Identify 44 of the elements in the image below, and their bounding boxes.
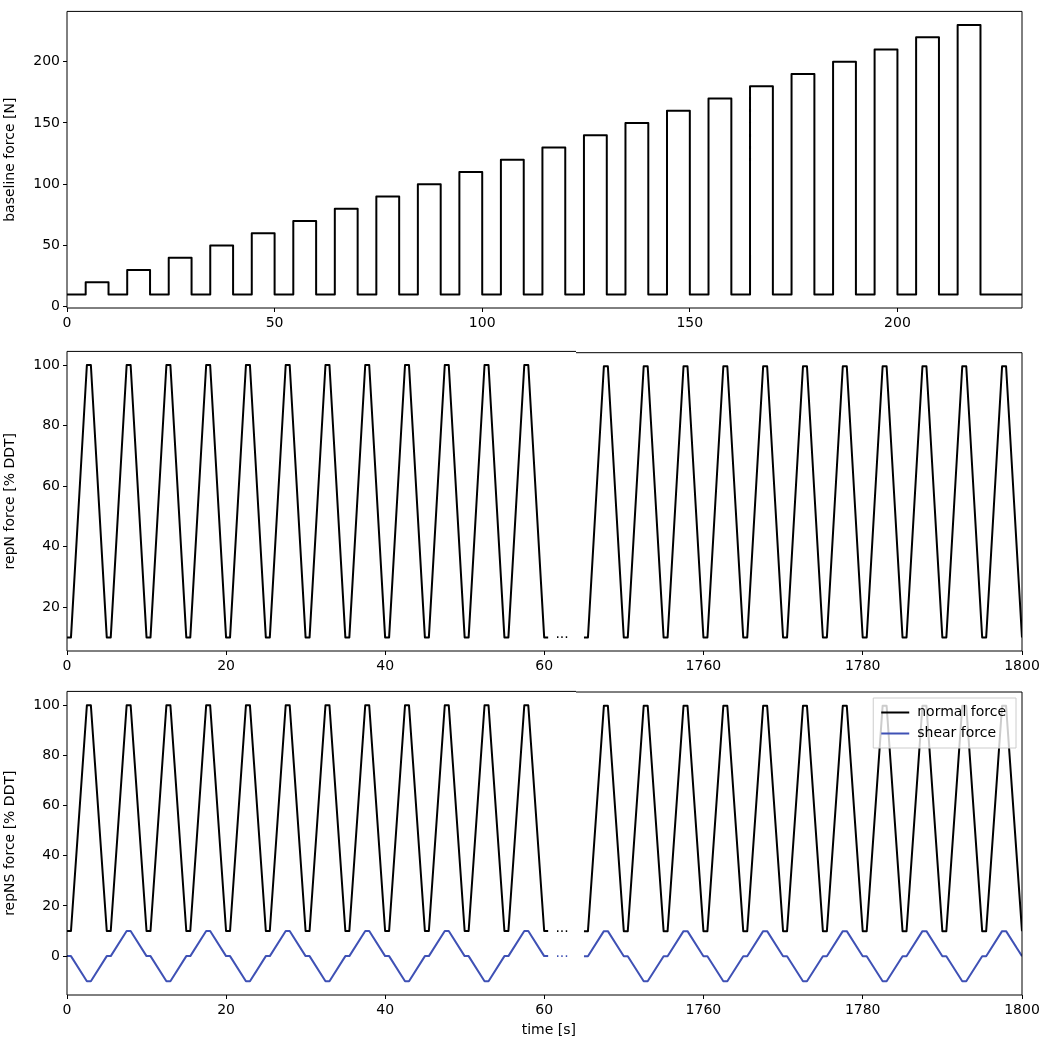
- annotation: ...: [555, 918, 569, 935]
- x-tick-label: 0: [62, 657, 72, 674]
- x-tick-label: 20: [217, 1001, 235, 1018]
- legend-label: normal force: [917, 703, 1007, 720]
- y-axis-title: repN force [% DDT]: [1, 433, 18, 570]
- y-tick-label: 40: [42, 537, 60, 554]
- legend-label: shear force: [917, 724, 997, 741]
- x-axis-title: time [s]: [521, 1021, 576, 1038]
- y-tick-label: 100: [33, 695, 60, 712]
- y-tick-label: 0: [51, 946, 60, 963]
- y-tick-label: 20: [42, 597, 60, 614]
- x-tick-label: 40: [376, 657, 395, 674]
- x-tick-label: 40: [376, 1001, 395, 1018]
- x-tick-label: 150: [676, 314, 704, 331]
- y-tick-label: 40: [42, 846, 60, 863]
- x-tick-label: 0: [62, 314, 72, 331]
- y-tick-label: 20: [42, 896, 60, 913]
- y-tick-label: 150: [33, 113, 60, 130]
- x-tick-label: 1800: [1004, 657, 1040, 674]
- x-tick-label: 60: [535, 1001, 554, 1018]
- x-tick-label: 100: [468, 314, 496, 331]
- y-tick-label: 80: [42, 746, 60, 763]
- y-tick-label: 50: [42, 236, 60, 253]
- annotation: ...: [555, 943, 569, 960]
- x-tick-label: 0: [62, 1001, 72, 1018]
- y-tick-label: 100: [33, 355, 60, 372]
- y-tick-label: 100: [33, 174, 60, 191]
- annotation: ...: [555, 625, 569, 642]
- y-tick-label: 60: [42, 796, 60, 813]
- y-tick-label: 0: [51, 297, 60, 314]
- y-tick-label: 60: [42, 476, 60, 493]
- x-tick-label: 50: [265, 314, 284, 331]
- x-tick-label: 60: [535, 657, 554, 674]
- y-tick-label: 80: [42, 416, 60, 433]
- y-tick-label: 200: [33, 52, 60, 69]
- x-tick-label: 1800: [1004, 1001, 1040, 1018]
- x-tick-label: 200: [884, 314, 911, 331]
- x-tick-label: 1780: [844, 1001, 881, 1018]
- y-axis-title: baseline force [N]: [1, 97, 18, 222]
- y-axis-title: repNS force [% DDT]: [1, 770, 18, 916]
- x-tick-label: 20: [217, 657, 235, 674]
- x-tick-label: 1780: [844, 657, 881, 674]
- x-tick-label: 1760: [685, 657, 722, 674]
- x-tick-label: 1760: [685, 1001, 722, 1018]
